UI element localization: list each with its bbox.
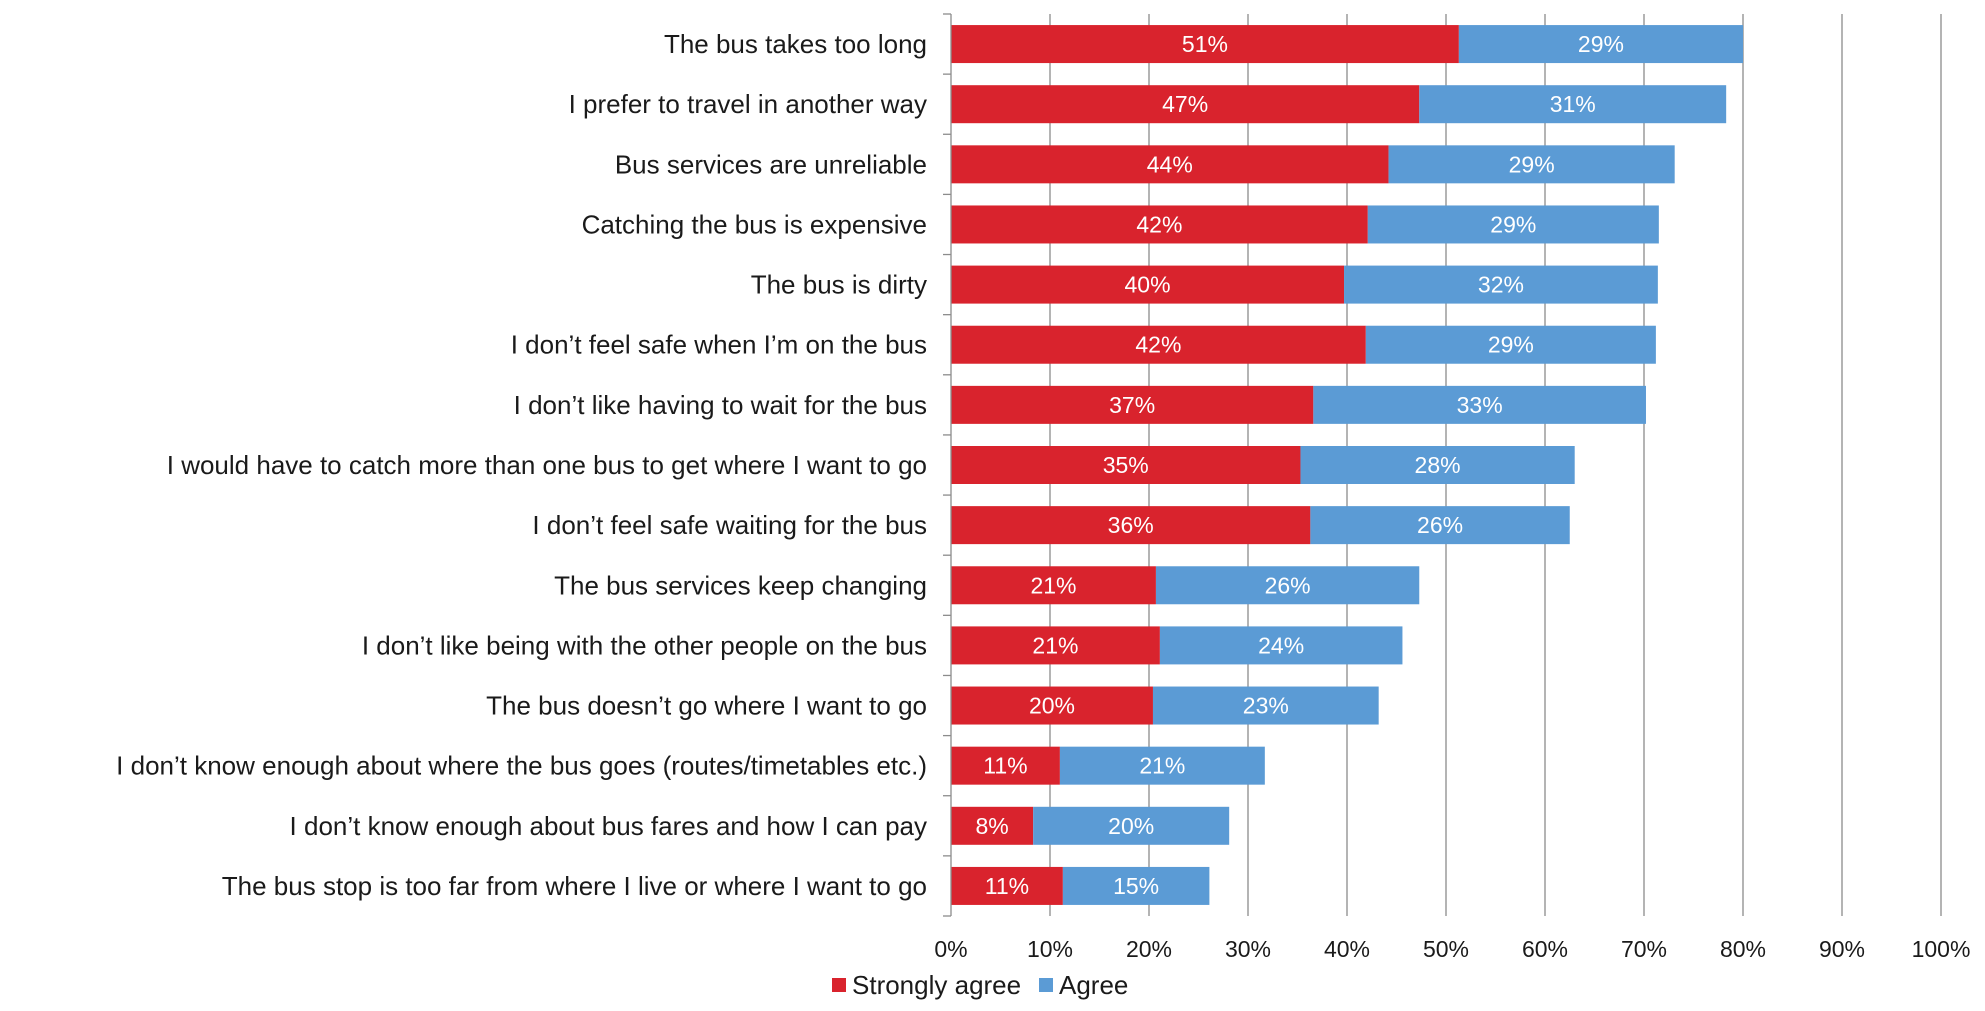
bar-strongly-agree: [951, 686, 1153, 725]
category-label: Catching the bus is expensive: [582, 209, 927, 239]
data-label-strongly-agree: 40%: [1124, 272, 1170, 298]
category-label: The bus stop is too far from where I liv…: [222, 871, 927, 901]
data-label-strongly-agree: 20%: [1029, 693, 1075, 719]
legend-label-strongly-agree: Strongly agree: [852, 970, 1021, 1000]
category-label: I don’t feel safe when I’m on the bus: [511, 330, 927, 360]
bar-agree: [1388, 145, 1675, 184]
data-label-strongly-agree: 35%: [1103, 452, 1149, 478]
bar-agree: [1059, 746, 1265, 785]
data-label-strongly-agree: 11%: [985, 873, 1029, 899]
category-label: I would have to catch more than one bus …: [167, 450, 927, 480]
bars: 51% 29% 47% 31% 44% 29% 42% 29% 40% 32% 42% 29% 37% 3…: [951, 25, 1743, 905]
data-label-strongly-agree: 44%: [1147, 151, 1193, 177]
bar-strongly-agree: [951, 746, 1060, 785]
bar-strongly-agree: [951, 25, 1459, 64]
data-label-agree: 21%: [1139, 753, 1185, 779]
data-label-agree: 15%: [1113, 873, 1159, 899]
legend: Strongly agree Agree: [832, 970, 1128, 1000]
data-label-strongly-agree: 21%: [1030, 572, 1076, 598]
x-tick-label: 30%: [1225, 936, 1271, 962]
category-label: The bus doesn’t go where I want to go: [486, 691, 927, 721]
bar-agree: [1152, 686, 1379, 725]
y-axis: [943, 13, 952, 917]
category-label: Bus services are unreliable: [615, 149, 927, 179]
data-label-agree: 31%: [1550, 91, 1596, 117]
bar-agree: [1062, 866, 1210, 905]
x-tick-label: 10%: [1027, 936, 1073, 962]
bar-strongly-agree: [951, 446, 1301, 484]
bar-strongly-agree: [951, 325, 1366, 364]
data-label-agree: 33%: [1457, 392, 1503, 418]
data-label-agree: 29%: [1490, 211, 1536, 237]
bar-strongly-agree: [951, 866, 1063, 905]
bar-agree: [1365, 325, 1656, 364]
bar-strongly-agree: [951, 566, 1156, 605]
bar-agree: [1419, 85, 1727, 124]
data-label-agree: 26%: [1265, 572, 1311, 598]
x-tick-label: 90%: [1819, 936, 1865, 962]
data-label-strongly-agree: 51%: [1182, 31, 1228, 57]
x-tick-label: 100%: [1912, 936, 1971, 962]
bar-strongly-agree: [951, 385, 1314, 424]
data-label-strongly-agree: 8%: [975, 813, 1008, 839]
bar-strongly-agree: [951, 506, 1311, 545]
x-tick-label: 40%: [1324, 936, 1370, 962]
data-label-agree: 23%: [1243, 693, 1289, 719]
x-tick-label: 20%: [1126, 936, 1172, 962]
category-label: I don’t feel safe waiting for the bus: [532, 510, 927, 540]
x-tick-label: 50%: [1423, 936, 1469, 962]
bar-agree: [1310, 506, 1570, 545]
x-tick-label: 80%: [1720, 936, 1766, 962]
legend-label-agree: Agree: [1059, 970, 1128, 1000]
category-label: I prefer to travel in another way: [569, 89, 927, 119]
bar-agree: [1300, 446, 1575, 484]
data-label-agree: 32%: [1478, 272, 1524, 298]
bar-strongly-agree: [951, 265, 1345, 304]
bar-agree: [1155, 566, 1420, 605]
data-label-agree: 26%: [1417, 512, 1463, 538]
x-tick-labels: 0% 10% 20% 30% 40% 50% 60% 70% 80% 90% 100%: [934, 936, 1970, 962]
bar-agree: [1344, 265, 1658, 304]
data-label-agree: 29%: [1488, 332, 1534, 358]
category-label: I don’t know enough about where the bus …: [116, 751, 927, 781]
data-label-agree: 29%: [1509, 151, 1555, 177]
bar-strongly-agree: [951, 205, 1368, 244]
data-label-strongly-agree: 21%: [1032, 632, 1078, 658]
category-label: The bus services keep changing: [554, 570, 927, 600]
category-label: I don’t like being with the other people…: [362, 630, 927, 660]
data-label-strongly-agree: 42%: [1136, 211, 1182, 237]
data-label-strongly-agree: 37%: [1109, 392, 1155, 418]
x-tick-label: 0%: [934, 936, 967, 962]
category-label: The bus is dirty: [751, 270, 927, 300]
category-label: The bus takes too long: [664, 29, 927, 59]
data-label-strongly-agree: 36%: [1108, 512, 1154, 538]
x-tick-label: 60%: [1522, 936, 1568, 962]
category-labels: The bus takes too long I prefer to travel…: [116, 29, 927, 901]
category-label: I don’t know enough about bus fares and …: [290, 811, 927, 841]
legend-swatch-strongly-agree: [832, 978, 846, 992]
bar-strongly-agree: [951, 806, 1034, 845]
data-label-agree: 28%: [1415, 452, 1461, 478]
x-tick-label: 70%: [1621, 936, 1667, 962]
data-label-agree: 24%: [1258, 632, 1304, 658]
bar-agree: [1313, 385, 1646, 424]
bar-agree: [1159, 626, 1403, 665]
bar-strongly-agree: [951, 626, 1160, 665]
data-label-strongly-agree: 42%: [1135, 332, 1181, 358]
bar-agree: [1033, 806, 1230, 845]
category-label: I don’t like having to wait for the bus: [514, 390, 927, 420]
data-label-strongly-agree: 47%: [1162, 91, 1208, 117]
bar-agree: [1458, 25, 1743, 64]
data-label-agree: 20%: [1108, 813, 1154, 839]
bar-agree: [1367, 205, 1659, 244]
data-label-agree: 29%: [1578, 31, 1624, 57]
data-label-strongly-agree: 11%: [983, 753, 1027, 779]
bar-strongly-agree: [951, 145, 1389, 184]
legend-swatch-agree: [1039, 978, 1053, 992]
bar-strongly-agree: [951, 85, 1420, 124]
